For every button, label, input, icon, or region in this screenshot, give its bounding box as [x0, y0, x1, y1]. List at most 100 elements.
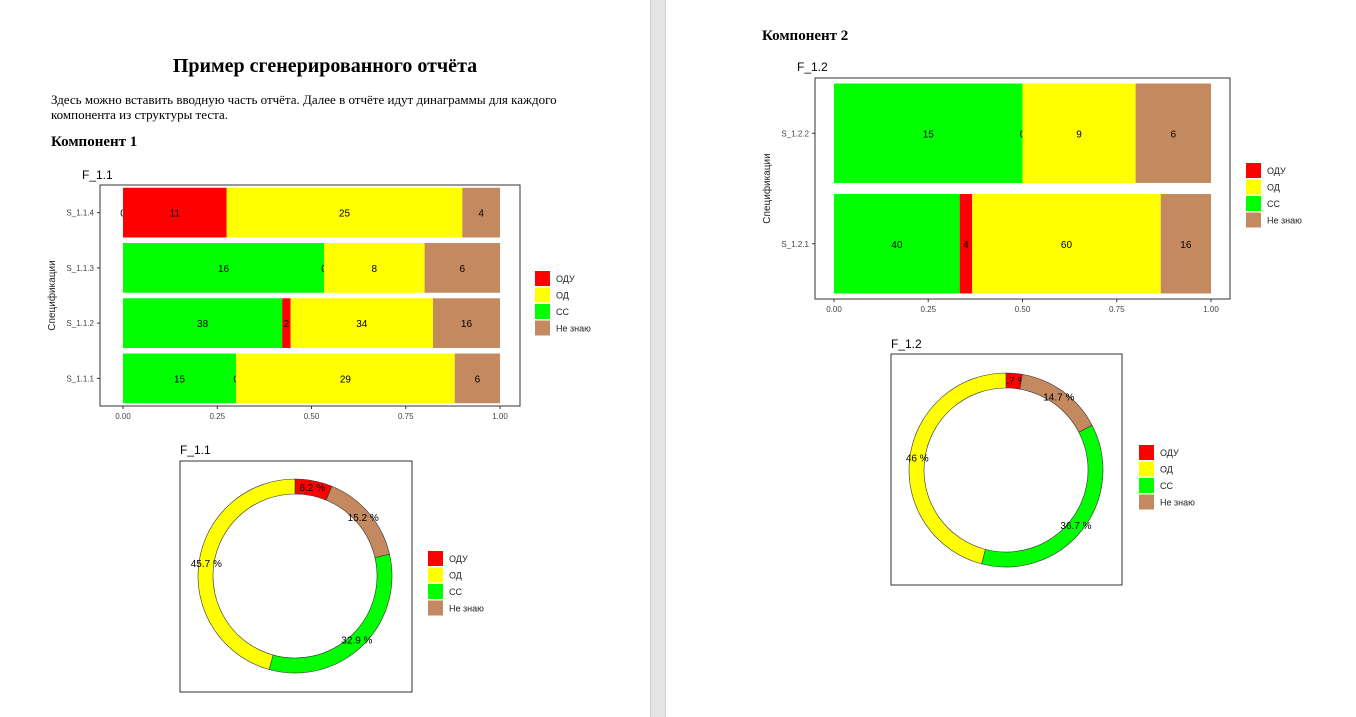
legend-label-ne-znayu: Не знаю	[449, 604, 484, 614]
slice-label-odu: 2.7 %	[1001, 376, 1027, 387]
legend-key-od	[428, 567, 443, 583]
y-axis-label: Спецификации	[46, 260, 58, 330]
data-label-od-S_1-1-2: 34	[356, 319, 368, 330]
data-label-ne-znayu-S_1-2-2: 6	[1171, 129, 1177, 140]
chart-title: F_1.1	[82, 168, 113, 182]
legend-label-odu: ОДУ	[1267, 166, 1286, 176]
slice-label-od: 46 %	[906, 454, 929, 465]
legend-key-od	[535, 287, 550, 303]
bar-od-S_1-1-1	[236, 353, 455, 404]
data-label-odu-S_1-2-1: 4	[963, 240, 969, 251]
slice-label-ne-znayu: 15.2 %	[348, 513, 379, 524]
bar-ss-S_1-2-2	[834, 83, 1023, 183]
bar-ss-S_1-2-1	[834, 194, 960, 294]
legend-label-od: ОД	[1267, 183, 1280, 193]
report-title: Пример сгенерированного отчёта	[172, 55, 478, 77]
bar-od-S_1-2-1	[972, 194, 1161, 294]
donut-chart-f-1-2: F_1.2 2.7 % 14.7 % 36.7 % 46 % ОДУ ОД СС Не знаю	[890, 337, 1195, 586]
bar-ne-znayu-S_1-1-2	[432, 298, 500, 348]
donut-slice-od	[908, 372, 1007, 565]
bar-ss-S_1-1-1	[123, 353, 237, 404]
slice-label-odu: 6.2 %	[300, 483, 326, 494]
legend-key-ne-znayu	[1139, 494, 1154, 510]
slice-label-od: 45.7 %	[191, 559, 222, 570]
report-page-left: Пример сгенерированного отчёта Здесь мож…	[0, 0, 650, 717]
bar-od-S_1-1-2	[290, 298, 433, 348]
legend-key-odu	[1246, 163, 1261, 178]
slice-label-ss: 36.7 %	[1060, 521, 1091, 532]
data-label-od-S_1-1-1: 29	[340, 374, 352, 385]
y-tick-label: S_1.2.1	[781, 240, 809, 249]
bar-od-S_1-2-2	[1022, 83, 1136, 183]
x-tick-label: 0.50	[304, 412, 320, 421]
legend-key-od	[1246, 179, 1261, 195]
donut-slice-od	[197, 478, 296, 670]
x-tick-label: 0.25	[920, 305, 936, 314]
bar-odu-S_1-2-1	[959, 194, 973, 294]
legend-key-ne-znayu	[1246, 212, 1261, 228]
legend-key-ne-znayu	[428, 600, 443, 616]
chart-title: F_1.2	[891, 337, 922, 351]
component-1-heading: Компонент 1	[51, 134, 138, 150]
data-label-odu-S_1-1-4: 11	[170, 209, 181, 220]
data-label-od-S_1-2-1: 60	[1061, 240, 1073, 251]
legend-label-odu: ОДУ	[556, 274, 575, 284]
data-label-odu-S_1-1-2: 2	[284, 319, 290, 330]
donut-chart-f-1-1: F_1.1 6.2 % 15.2 % 32.9 % 45.7 % ОДУ ОД СС Не зн…	[179, 443, 484, 693]
data-label-ss-S_1-2-2: 15	[923, 129, 935, 140]
legend-label-ne-znayu: Не знаю	[556, 324, 591, 334]
bar-ne-znayu-S_1-1-4	[462, 187, 500, 238]
legend-key-odu	[535, 271, 550, 286]
chart-title: F_1.1	[180, 443, 211, 457]
bar-chart-f-1-1: F_1.1011254S_1.1.416086S_1.1.33823416S_1…	[46, 168, 591, 421]
legend-label-od: ОД	[1160, 465, 1173, 475]
legend-key-odu	[1139, 445, 1154, 460]
data-label-od-S_1-2-2: 9	[1076, 129, 1082, 140]
chart-title: F_1.2	[797, 60, 828, 74]
data-label-ne-znayu-S_1-1-4: 4	[478, 209, 484, 220]
legend-key-ss	[1139, 478, 1154, 493]
legend-label-ss: СС	[556, 307, 569, 317]
data-label-ne-znayu-S_1-1-3: 6	[460, 264, 466, 275]
component-2-heading: Компонент 2	[762, 28, 849, 44]
x-tick-label: 0.50	[1015, 305, 1031, 314]
x-tick-label: 1.00	[492, 412, 508, 421]
report-page-right: Компонент 2 F_1.215096S_1.2.24046016S_1.…	[666, 0, 1356, 717]
bar-od-S_1-1-4	[226, 187, 463, 238]
data-label-ne-znayu-S_1-2-1: 16	[1180, 240, 1192, 251]
x-tick-label: 0.75	[1109, 305, 1125, 314]
bar-ne-znayu-S_1-1-3	[424, 243, 500, 293]
legend-key-ss	[535, 304, 550, 319]
legend-label-ss: СС	[1160, 481, 1173, 491]
y-tick-label: S_1.2.2	[781, 129, 809, 138]
y-tick-label: S_1.1.4	[66, 209, 94, 218]
bar-odu-S_1-1-2	[282, 298, 291, 348]
x-tick-label: 1.00	[1203, 305, 1219, 314]
data-label-ne-znayu-S_1-1-2: 16	[461, 319, 473, 330]
data-label-ss-S_1-1-1: 15	[174, 374, 186, 385]
legend-label-odu: ОДУ	[449, 554, 468, 564]
data-label-ss-S_1-2-1: 40	[891, 240, 903, 251]
bar-chart-f-1-2: F_1.215096S_1.2.24046016S_1.2.10.000.250…	[761, 60, 1302, 314]
legend-key-od	[1139, 461, 1154, 477]
bar-odu-S_1-1-4	[123, 187, 227, 238]
y-tick-label: S_1.1.2	[66, 319, 94, 328]
report-intro: Здесь можно вставить вводную часть отчёт…	[51, 92, 557, 122]
data-label-od-S_1-1-4: 25	[339, 209, 351, 220]
legend-label-od: ОД	[449, 571, 462, 581]
bar-ss-S_1-1-3	[123, 243, 325, 293]
bar-ss-S_1-1-2	[123, 298, 283, 348]
data-label-ne-znayu-S_1-1-1: 6	[475, 374, 481, 385]
legend-key-ss	[428, 584, 443, 599]
y-tick-label: S_1.1.1	[66, 374, 94, 383]
legend-label-ss: СС	[449, 587, 462, 597]
legend-key-odu	[428, 551, 443, 566]
x-tick-label: 0.00	[826, 305, 842, 314]
legend-label-od: ОД	[556, 291, 569, 301]
page-gutter	[650, 0, 666, 717]
legend-key-ss	[1246, 196, 1261, 211]
data-label-od-S_1-1-3: 8	[372, 264, 378, 275]
plot-panel	[179, 460, 413, 693]
bar-ne-znayu-S_1-2-1	[1160, 194, 1211, 294]
bar-ne-znayu-S_1-2-2	[1135, 83, 1211, 183]
